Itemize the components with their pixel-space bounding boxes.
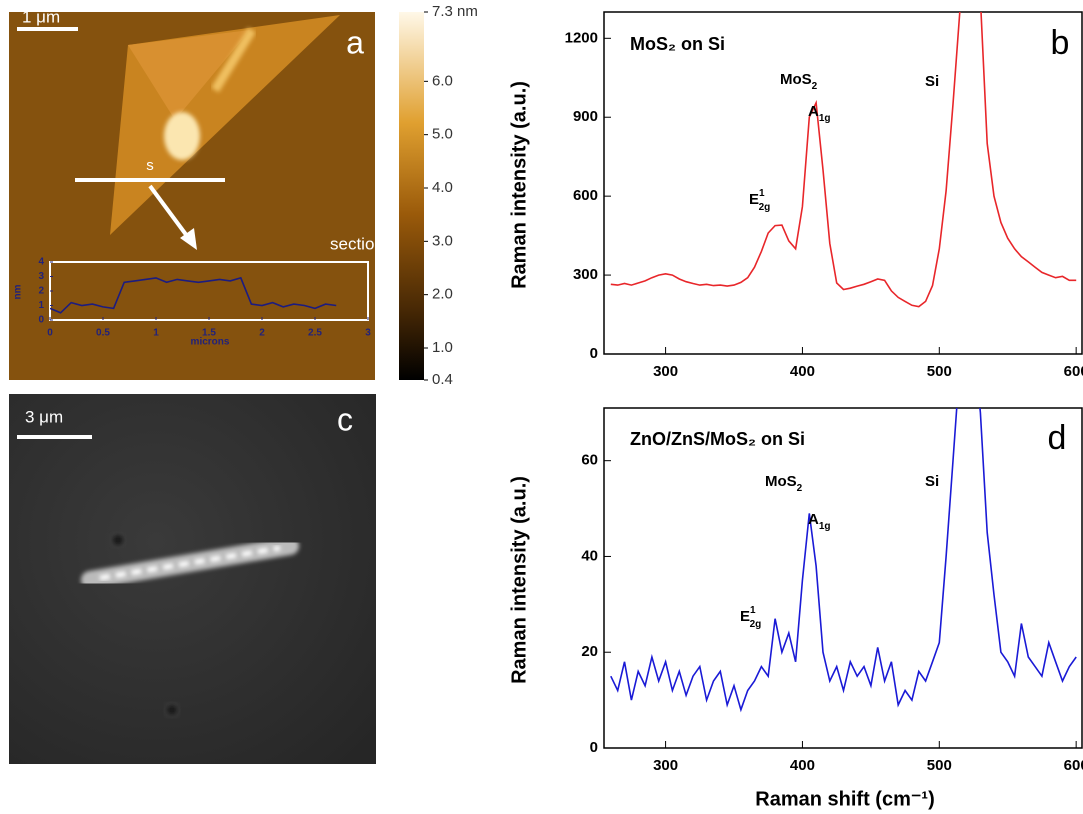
- x-tick-label: 3: [365, 328, 371, 339]
- peak-label-text: A: [808, 511, 819, 528]
- x-tick-label: 1.5: [202, 328, 216, 339]
- y-tick-label: 3: [38, 271, 44, 282]
- x-tick-label: 300: [653, 363, 678, 380]
- colorbar-label: 6.0: [432, 72, 453, 89]
- x-tick-label: 500: [927, 757, 952, 774]
- y-tick-label: 900: [573, 108, 598, 125]
- peak-label-sub: 2g: [759, 202, 771, 213]
- chart-title: MoS₂ on Si: [630, 34, 725, 54]
- colorbar-label: 1.0: [432, 339, 453, 356]
- spectrum-line: [50, 276, 337, 314]
- peak-label-text: A: [808, 103, 819, 120]
- y-tick-label: 4: [38, 257, 44, 268]
- y-tick-label: 1: [38, 300, 44, 311]
- peak-label-sub: 2g: [750, 619, 762, 630]
- y-tick-label: 60: [581, 452, 598, 469]
- peak-label: Si: [925, 73, 939, 90]
- peak-label: A1g: [808, 103, 831, 124]
- x-tick-label: 400: [790, 363, 815, 380]
- peak-label-text: MoS: [765, 473, 797, 490]
- y-tick-label: 0: [590, 345, 598, 362]
- y-axis-label: nm: [13, 284, 24, 299]
- x-tick-label: 400: [790, 757, 815, 774]
- peak-label: A1g: [808, 511, 831, 532]
- y-axis-label: Raman intensity (a.u.): [508, 81, 530, 289]
- y-tick-label: 600: [573, 187, 598, 204]
- scale-bar-label: 3 μm: [25, 407, 63, 426]
- panel-label: b: [1051, 24, 1070, 62]
- peak-label-text: Si: [925, 473, 939, 490]
- spectrum-line: [610, 12, 1077, 308]
- peak-label: Si: [925, 473, 939, 490]
- afm-image: [9, 12, 375, 380]
- panel-label: d: [1048, 419, 1067, 457]
- colorbar: [399, 12, 424, 380]
- peak-label: E1 2g: [740, 605, 761, 630]
- peak-label: E1 2g: [749, 188, 770, 213]
- optical-image: [9, 394, 376, 764]
- x-tick-label: 0.5: [96, 328, 110, 339]
- y-tick-label: 0: [590, 739, 598, 756]
- peak-label-text: E: [749, 191, 759, 208]
- plot-frame: [603, 407, 1083, 749]
- peak-label-sub: 2: [812, 81, 818, 92]
- peak-label-text: Si: [925, 73, 939, 90]
- y-tick-label: 20: [581, 643, 598, 660]
- colorbar-label: 3.0: [432, 232, 453, 249]
- colorbar-label: 7.3 nm: [432, 3, 478, 20]
- x-axis-label: Raman shift (cm⁻¹): [755, 788, 934, 810]
- colorbar-label: 0.4: [432, 371, 453, 388]
- colorbar-label: 2.0: [432, 286, 453, 303]
- peak-label-text: MoS: [780, 71, 812, 88]
- x-tick-label: 600: [1064, 363, 1083, 380]
- y-tick-label: 0: [38, 315, 44, 326]
- line-label: s: [146, 157, 154, 174]
- x-tick-label: 0: [47, 328, 53, 339]
- y-tick-label: 40: [581, 547, 598, 564]
- x-tick-label: 600: [1064, 757, 1083, 774]
- x-tick-label: 2: [259, 328, 265, 339]
- peak-label: MoS2: [765, 473, 803, 494]
- x-axis-label: microns: [191, 337, 230, 348]
- colorbar-label: 5.0: [432, 126, 453, 143]
- peak-label-sub: 2: [797, 483, 803, 494]
- scale-bar-label: 1 μm: [22, 7, 60, 26]
- peak-label-sub: 1g: [819, 113, 831, 124]
- x-tick-label: 1: [153, 328, 159, 339]
- chart-title: ZnO/ZnS/MoS₂ on Si: [630, 429, 805, 449]
- spectrum-line: [610, 408, 1077, 713]
- x-tick-label: 300: [653, 757, 678, 774]
- peak-label-sub: 1g: [819, 521, 831, 532]
- peak-label-sup: 1: [759, 188, 765, 199]
- plot-frame: [603, 11, 1083, 355]
- peak-label-text: E: [740, 608, 750, 625]
- y-tick-label: 300: [573, 266, 598, 283]
- y-tick-label: 1200: [565, 29, 598, 46]
- y-tick-label: 2: [38, 286, 44, 297]
- peak-label-sup: 1: [750, 605, 756, 616]
- y-axis-label: Raman intensity (a.u.): [508, 476, 530, 684]
- x-tick-label: 500: [927, 363, 952, 380]
- panel-label: c: [337, 401, 353, 437]
- colorbar-label: 4.0: [432, 179, 453, 196]
- peak-label: MoS2: [780, 71, 818, 92]
- x-tick-label: 2.5: [308, 328, 322, 339]
- panel-label: a: [346, 24, 364, 60]
- chart-title: section: [330, 234, 384, 253]
